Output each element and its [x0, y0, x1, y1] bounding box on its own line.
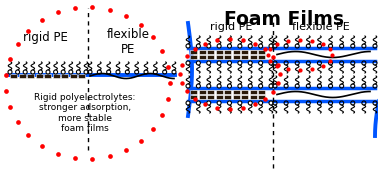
Bar [241, 50, 248, 54]
Circle shape [207, 61, 211, 65]
Text: Rigid polyelectrolytes:
stronger adsorption,
more stable
foam films: Rigid polyelectrolytes: stronger adsorpt… [34, 93, 136, 133]
Bar [36, 74, 42, 78]
Circle shape [39, 70, 42, 74]
Circle shape [217, 61, 221, 65]
Bar [241, 90, 248, 94]
Circle shape [238, 84, 242, 88]
Bar [215, 90, 223, 94]
Text: Foam Films: Foam Films [224, 10, 344, 29]
Bar [78, 74, 85, 78]
Circle shape [46, 70, 50, 74]
Bar [249, 50, 257, 54]
Circle shape [31, 70, 35, 74]
Bar [258, 55, 265, 59]
Circle shape [228, 61, 231, 65]
Circle shape [23, 70, 27, 74]
Circle shape [186, 61, 190, 65]
Circle shape [248, 84, 252, 88]
Circle shape [228, 84, 231, 88]
Bar [190, 90, 197, 94]
Circle shape [217, 101, 221, 105]
Bar [207, 95, 214, 99]
Circle shape [248, 101, 252, 105]
Circle shape [269, 44, 273, 48]
Bar [207, 90, 214, 94]
Bar [207, 55, 214, 59]
Bar [27, 74, 34, 78]
Bar [258, 50, 265, 54]
Bar [224, 50, 231, 54]
Circle shape [76, 70, 81, 74]
Circle shape [228, 44, 231, 48]
Circle shape [186, 101, 190, 105]
Circle shape [197, 44, 200, 48]
Circle shape [197, 101, 200, 105]
Bar [19, 74, 25, 78]
Circle shape [259, 44, 263, 48]
Circle shape [238, 44, 242, 48]
Circle shape [217, 84, 221, 88]
Bar [44, 74, 51, 78]
Circle shape [269, 84, 273, 88]
Bar [249, 90, 257, 94]
Text: rigid PE: rigid PE [23, 32, 67, 44]
Circle shape [269, 101, 273, 105]
Circle shape [259, 101, 263, 105]
Bar [10, 74, 17, 78]
Circle shape [207, 101, 211, 105]
Circle shape [259, 84, 263, 88]
Bar [198, 95, 206, 99]
Bar [224, 55, 231, 59]
Circle shape [54, 70, 57, 74]
Bar [207, 50, 214, 54]
Bar [190, 55, 197, 59]
Bar [198, 55, 206, 59]
Circle shape [207, 44, 211, 48]
Bar [61, 74, 68, 78]
Circle shape [248, 61, 252, 65]
Bar [198, 50, 206, 54]
Bar [232, 50, 240, 54]
Bar [198, 90, 206, 94]
Circle shape [238, 61, 242, 65]
Circle shape [259, 61, 263, 65]
Circle shape [217, 44, 221, 48]
Bar [190, 95, 197, 99]
Circle shape [186, 84, 190, 88]
Circle shape [248, 44, 252, 48]
Circle shape [84, 70, 88, 74]
Bar [241, 55, 248, 59]
Circle shape [197, 61, 200, 65]
Circle shape [228, 101, 231, 105]
Bar [215, 95, 223, 99]
Bar [232, 90, 240, 94]
Circle shape [15, 70, 20, 74]
Bar [258, 95, 265, 99]
Bar [258, 90, 265, 94]
Circle shape [186, 44, 190, 48]
Circle shape [238, 101, 242, 105]
Bar [241, 95, 248, 99]
Bar [249, 55, 257, 59]
Bar [215, 50, 223, 54]
Bar [224, 95, 231, 99]
Bar [232, 95, 240, 99]
Circle shape [207, 84, 211, 88]
Bar [53, 74, 59, 78]
Bar [249, 95, 257, 99]
Bar [190, 50, 197, 54]
Text: flexible
PE: flexible PE [107, 28, 150, 56]
Circle shape [197, 84, 200, 88]
Text: rigid PE: rigid PE [210, 22, 252, 32]
Bar [232, 55, 240, 59]
Bar [215, 55, 223, 59]
Circle shape [69, 70, 73, 74]
Circle shape [61, 70, 65, 74]
Bar [70, 74, 76, 78]
Text: flexible PE: flexible PE [292, 22, 350, 32]
Circle shape [8, 70, 12, 74]
Bar [224, 90, 231, 94]
Circle shape [269, 61, 273, 65]
